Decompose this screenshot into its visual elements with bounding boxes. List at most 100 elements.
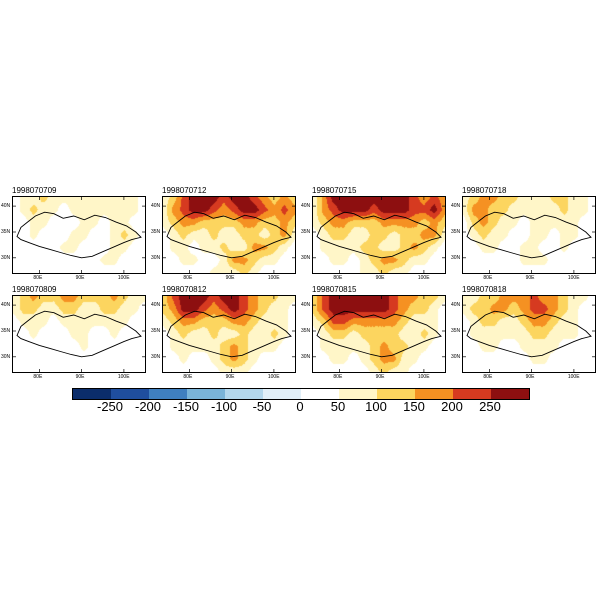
- colorbar-segment: [339, 389, 377, 399]
- map-plot: 40N 35N 30N 80E 90E 100E: [301, 196, 446, 281]
- colorbar-tick-label: 250: [479, 399, 501, 414]
- colorbar-tick-label: 150: [403, 399, 425, 414]
- colorbar-segment: [415, 389, 453, 399]
- lon-tick-label: 100E: [417, 275, 430, 281]
- map-panel: 1998070718 40N 35N 30N 80E 90E 100E: [451, 186, 596, 281]
- map-panel: 1998070809 40N 35N 30N 80E 90E 100E: [1, 285, 146, 380]
- lon-tick-label: 90E: [525, 374, 535, 380]
- lat-tick-label: 35N: [1, 327, 11, 334]
- lon-tick-label: 90E: [225, 275, 235, 281]
- map-panel: 1998070815 40N 35N 30N 80E 90E 100E: [301, 285, 446, 380]
- panel-title: 1998070712: [162, 186, 207, 195]
- lat-tick-label: 40N: [151, 302, 161, 309]
- colorbar-segment: [111, 389, 149, 399]
- map-panel: 1998070712 40N 35N 30N 80E 90E 100E: [151, 186, 296, 281]
- lat-tick-label: 40N: [301, 302, 311, 309]
- lon-tick-label: 90E: [75, 374, 85, 380]
- map-panel: 1998070812 40N 35N 30N 80E 90E 100E: [151, 285, 296, 380]
- lon-tick-label: 90E: [525, 275, 535, 281]
- map-plot: 40N 35N 30N 80E 90E 100E: [451, 295, 596, 380]
- lat-tick-label: 35N: [1, 228, 11, 235]
- lat-tick-label: 40N: [1, 302, 11, 309]
- lon-tick-label: 100E: [417, 374, 430, 380]
- lat-tick-label: 30N: [151, 353, 161, 360]
- map-panel: 1998070818 40N 35N 30N 80E 90E 100E: [451, 285, 596, 380]
- colorbar-segment: [377, 389, 415, 399]
- map-panel: 1998070709 40N 35N 30N 80E 90E 100E: [1, 186, 146, 281]
- colorbar-tick-label: -200: [134, 399, 162, 414]
- lat-tick-label: 30N: [451, 353, 461, 360]
- colorbar-tick-label: 100: [365, 399, 387, 414]
- map-plot: 40N 35N 30N 80E 90E 100E: [1, 196, 146, 281]
- lat-tick-label: 30N: [301, 254, 311, 261]
- lon-tick-label: 80E: [483, 374, 493, 380]
- lat-tick-label: 30N: [451, 254, 461, 261]
- lon-tick-label: 90E: [375, 275, 385, 281]
- lon-tick-label: 80E: [483, 275, 493, 281]
- map-plot: 40N 35N 30N 80E 90E 100E: [151, 196, 296, 281]
- lon-tick-label: 100E: [117, 275, 130, 281]
- contour-canvas: [163, 296, 295, 372]
- plateau-outline: [313, 197, 445, 273]
- plateau-outline: [463, 296, 595, 372]
- contour-canvas: [313, 197, 445, 273]
- colorbar-segment: [149, 389, 187, 399]
- panel-title: 1998070815: [312, 285, 357, 294]
- map-plot: 40N 35N 30N 80E 90E 100E: [151, 295, 296, 380]
- colorbar-segment: [491, 389, 529, 399]
- lon-tick-label: 90E: [75, 275, 85, 281]
- map-plot: 40N 35N 30N 80E 90E 100E: [1, 295, 146, 380]
- lat-tick-label: 30N: [151, 254, 161, 261]
- lat-tick-label: 35N: [151, 327, 161, 334]
- colorbar-segment: [73, 389, 111, 399]
- panel-title: 1998070809: [12, 285, 57, 294]
- colorbar-segment: [263, 389, 301, 399]
- contour-canvas: [163, 197, 295, 273]
- lat-tick-label: 35N: [451, 228, 461, 235]
- colorbar-segment: [187, 389, 225, 399]
- contour-canvas: [463, 296, 595, 372]
- colorbar-segment: [225, 389, 263, 399]
- colorbar-tick-label: -50: [252, 399, 272, 414]
- lon-tick-label: 80E: [333, 275, 343, 281]
- lon-tick-label: 80E: [33, 374, 43, 380]
- lon-tick-label: 80E: [333, 374, 343, 380]
- colorbar-tick-label: -250: [96, 399, 124, 414]
- colorbar-segment: [301, 389, 339, 399]
- lat-tick-label: 35N: [451, 327, 461, 334]
- lon-tick-label: 100E: [567, 275, 580, 281]
- contour-canvas: [463, 197, 595, 273]
- map-plot: 40N 35N 30N 80E 90E 100E: [301, 295, 446, 380]
- panel-title: 1998070715: [312, 186, 357, 195]
- map-panel: 1998070715 40N 35N 30N 80E 90E 100E: [301, 186, 446, 281]
- colorbar-segment: [453, 389, 491, 399]
- lat-tick-label: 40N: [151, 203, 161, 210]
- panel-title: 1998070709: [12, 186, 57, 195]
- lon-tick-label: 90E: [225, 374, 235, 380]
- lon-tick-label: 80E: [183, 374, 193, 380]
- contour-canvas: [13, 296, 145, 372]
- colorbar-tick-label: 50: [330, 399, 346, 414]
- lat-tick-label: 40N: [301, 203, 311, 210]
- lon-tick-label: 100E: [267, 374, 280, 380]
- lat-tick-label: 40N: [1, 203, 11, 210]
- plateau-outline: [463, 197, 595, 273]
- map-plot: 40N 35N 30N 80E 90E 100E: [451, 196, 596, 281]
- contour-canvas: [13, 197, 145, 273]
- lon-tick-label: 100E: [117, 374, 130, 380]
- colorbar-tick-label: -100: [210, 399, 238, 414]
- panel-title: 1998070812: [162, 285, 207, 294]
- lat-tick-label: 40N: [451, 203, 461, 210]
- plateau-outline: [163, 197, 295, 273]
- lat-tick-label: 30N: [1, 254, 11, 261]
- plateau-outline: [163, 296, 295, 372]
- panel-title: 1998070718: [462, 186, 507, 195]
- lon-tick-label: 100E: [567, 374, 580, 380]
- colorbar-tick-label: 200: [441, 399, 463, 414]
- colorbar-tick-label: -150: [172, 399, 200, 414]
- panel-title: 1998070818: [462, 285, 507, 294]
- lat-tick-label: 30N: [301, 353, 311, 360]
- lon-tick-label: 80E: [183, 275, 193, 281]
- lat-tick-label: 35N: [151, 228, 161, 235]
